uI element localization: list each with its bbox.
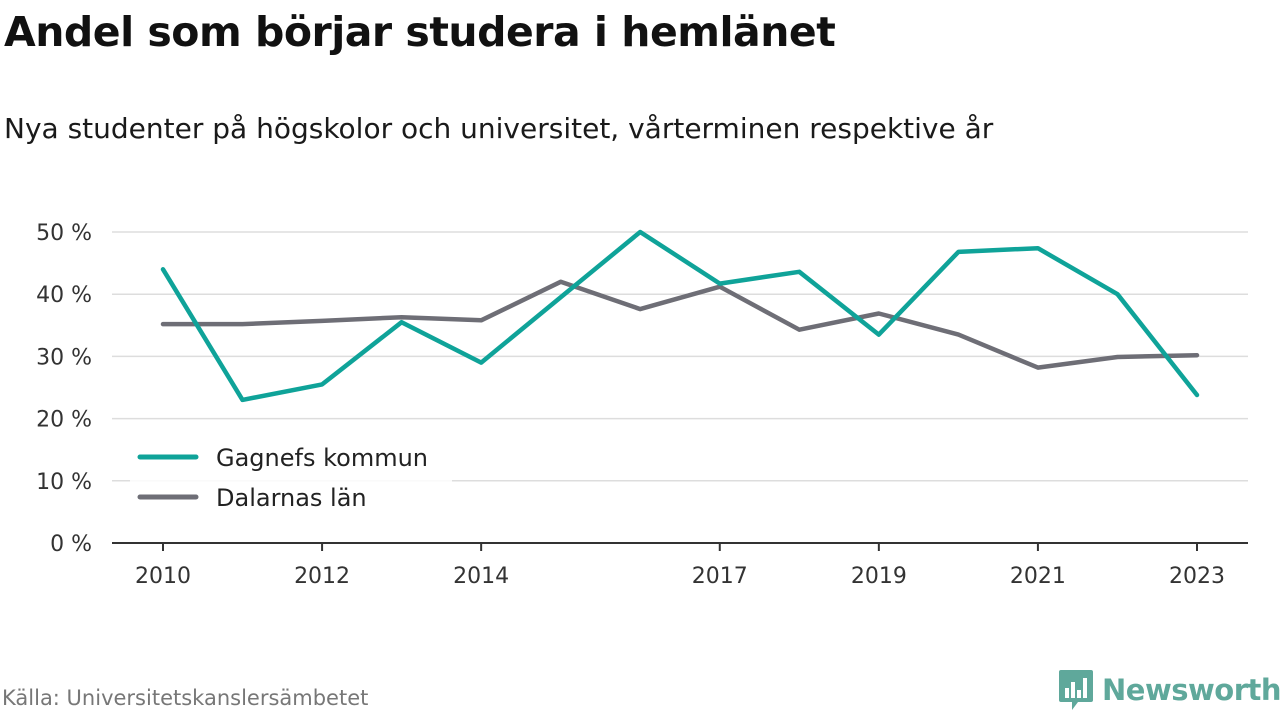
brand-logo: Newsworthy — [1058, 670, 1280, 710]
chart-title: Andel som börjar studera i hemlänet — [4, 8, 836, 56]
source-note: Källa: Universitetskanslersämbetet — [2, 686, 369, 710]
y-tick-label: 30 % — [36, 345, 92, 370]
y-tick-label: 20 % — [36, 408, 92, 433]
x-axis-ticks: 2010 2012 2014 2017 2019 2021 2023 — [135, 543, 1225, 589]
y-tick-label: 40 % — [36, 283, 92, 308]
x-tick-label: 2019 — [851, 564, 907, 589]
x-tick-label: 2014 — [453, 564, 509, 589]
legend-label: Gagnefs kommun — [216, 444, 428, 472]
y-axis-ticks: 0 % 10 % 20 % 30 % 40 % 50 % — [36, 221, 92, 557]
series-line-1 — [160, 229, 1200, 403]
brand-name: Newsworthy — [1102, 673, 1280, 707]
chart-subtitle: Nya studenter på högskolor och universit… — [4, 112, 994, 145]
y-tick-label: 50 % — [36, 221, 92, 246]
line-chart: 0 % 10 % 20 % 30 % 40 % 50 % 2010 2012 2014 2017… — [36, 221, 1248, 589]
x-tick-label: 2017 — [692, 564, 748, 589]
x-tick-label: 2012 — [294, 564, 350, 589]
legend-background — [130, 436, 452, 524]
y-tick-label: 0 % — [50, 532, 92, 557]
x-tick-label: 2021 — [1010, 564, 1066, 589]
x-tick-label: 2010 — [135, 564, 191, 589]
series-line-2 — [160, 279, 1200, 370]
newsworthy-logo-icon — [1059, 670, 1093, 710]
series-lines — [160, 229, 1200, 403]
legend-label: Dalarnas län — [216, 484, 367, 512]
y-tick-label: 10 % — [36, 470, 92, 495]
x-tick-label: 2023 — [1169, 564, 1225, 589]
legend: Gagnefs kommun Dalarnas län — [130, 436, 452, 524]
